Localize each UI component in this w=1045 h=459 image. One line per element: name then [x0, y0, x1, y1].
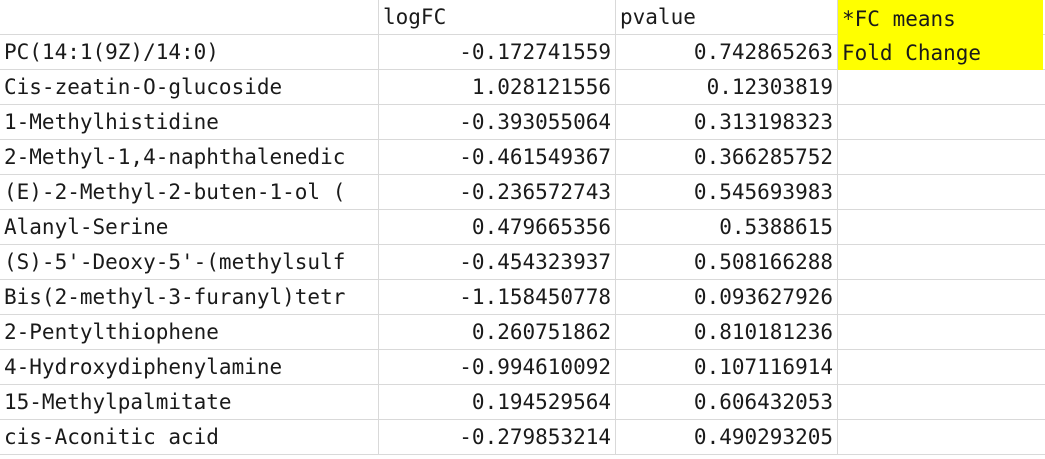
cell-name[interactable]: Alanyl-Serine	[0, 210, 379, 245]
cell-pvalue[interactable]: 0.508166288	[616, 245, 838, 280]
table-row: (S)-5'-Deoxy-5'-(methylsulf -0.454323937 0…	[0, 245, 1045, 280]
note-line-1: *FC means	[842, 7, 956, 31]
cell-logfc[interactable]: -0.279853214	[379, 420, 616, 455]
fc-note-cell[interactable]: *FC means Fold Change	[838, 0, 1043, 70]
cell-logfc[interactable]: 0.260751862	[379, 315, 616, 350]
cell-empty[interactable]	[838, 245, 1045, 280]
cell-name[interactable]: (E)-2-Methyl-2-buten-1-ol (	[0, 175, 379, 210]
note-line-2: Fold Change	[842, 41, 982, 65]
table-row: 4-Hydroxydiphenylamine -0.994610092 0.1071…	[0, 350, 1045, 385]
cell-logfc[interactable]: 0.479665356	[379, 210, 616, 245]
table-row: (E)-2-Methyl-2-buten-1-ol (-0.236572743 0…	[0, 175, 1045, 210]
cell-name[interactable]: cis-Aconitic acid	[0, 420, 379, 455]
cell-logfc[interactable]: 1.028121556	[379, 70, 616, 105]
cell-empty[interactable]	[838, 385, 1045, 420]
cell-empty[interactable]	[838, 105, 1045, 140]
cell-logfc[interactable]: -0.461549367	[379, 140, 616, 175]
cell-empty[interactable]	[838, 350, 1045, 385]
header-cell-name[interactable]	[0, 0, 379, 35]
cell-pvalue[interactable]: 0.5388615	[616, 210, 838, 245]
table-row: 15-Methylpalmitate 0.194529564 0.606432053	[0, 385, 1045, 420]
table-row: 2-Methyl-1,4-naphthalenedic -0.461549367 0…	[0, 140, 1045, 175]
table-row: PC(14:1(9Z)/14:0) -0.172741559 0.742865263	[0, 35, 1045, 70]
cell-name[interactable]: 2-Methyl-1,4-naphthalenedic	[0, 140, 379, 175]
cell-pvalue[interactable]: 0.366285752	[616, 140, 838, 175]
table-row: cis-Aconitic acid -0.279853214 0.490293205	[0, 420, 1045, 455]
cell-name[interactable]: Bis(2-methyl-3-furanyl)tetr	[0, 280, 379, 315]
table-row: Cis-zeatin-O-glucoside 1.028121556 0.12303…	[0, 70, 1045, 105]
header-cell-logfc[interactable]: logFC	[379, 0, 616, 35]
header-row: logFC pvalue	[0, 0, 1045, 35]
cell-name[interactable]: PC(14:1(9Z)/14:0)	[0, 35, 379, 70]
cell-pvalue[interactable]: 0.093627926	[616, 280, 838, 315]
cell-pvalue[interactable]: 0.742865263	[616, 35, 838, 70]
cell-empty[interactable]	[838, 140, 1045, 175]
cell-empty[interactable]	[838, 280, 1045, 315]
cell-logfc[interactable]: 0.194529564	[379, 385, 616, 420]
cell-logfc[interactable]: -0.454323937	[379, 245, 616, 280]
cell-logfc[interactable]: -0.236572743	[379, 175, 616, 210]
table-row: 2-Pentylthiophene 0.260751862 0.810181236	[0, 315, 1045, 350]
cell-empty[interactable]	[838, 420, 1045, 455]
cell-name[interactable]: 2-Pentylthiophene	[0, 315, 379, 350]
cell-logfc[interactable]: -0.172741559	[379, 35, 616, 70]
header-cell-pvalue[interactable]: pvalue	[616, 0, 838, 35]
cell-pvalue[interactable]: 0.545693983	[616, 175, 838, 210]
cell-empty[interactable]	[838, 315, 1045, 350]
table-row: Alanyl-Serine 0.479665356 0.5388615	[0, 210, 1045, 245]
cell-pvalue[interactable]: 0.606432053	[616, 385, 838, 420]
cell-pvalue[interactable]: 0.12303819	[616, 70, 838, 105]
table-row: 1-Methylhistidine -0.393055064 0.313198323	[0, 105, 1045, 140]
cell-name[interactable]: Cis-zeatin-O-glucoside	[0, 70, 379, 105]
cell-pvalue[interactable]: 0.810181236	[616, 315, 838, 350]
cell-empty[interactable]	[838, 70, 1045, 105]
cell-logfc[interactable]: -0.994610092	[379, 350, 616, 385]
cell-empty[interactable]	[838, 175, 1045, 210]
cell-empty[interactable]	[838, 210, 1045, 245]
table-row: Bis(2-methyl-3-furanyl)tetr -1.158450778 0…	[0, 280, 1045, 315]
cell-pvalue[interactable]: 0.313198323	[616, 105, 838, 140]
cell-logfc[interactable]: -1.158450778	[379, 280, 616, 315]
cell-pvalue[interactable]: 0.107116914	[616, 350, 838, 385]
cell-pvalue[interactable]: 0.490293205	[616, 420, 838, 455]
cell-logfc[interactable]: -0.393055064	[379, 105, 616, 140]
cell-name[interactable]: (S)-5'-Deoxy-5'-(methylsulf	[0, 245, 379, 280]
cell-name[interactable]: 15-Methylpalmitate	[0, 385, 379, 420]
cell-name[interactable]: 4-Hydroxydiphenylamine	[0, 350, 379, 385]
cell-name[interactable]: 1-Methylhistidine	[0, 105, 379, 140]
